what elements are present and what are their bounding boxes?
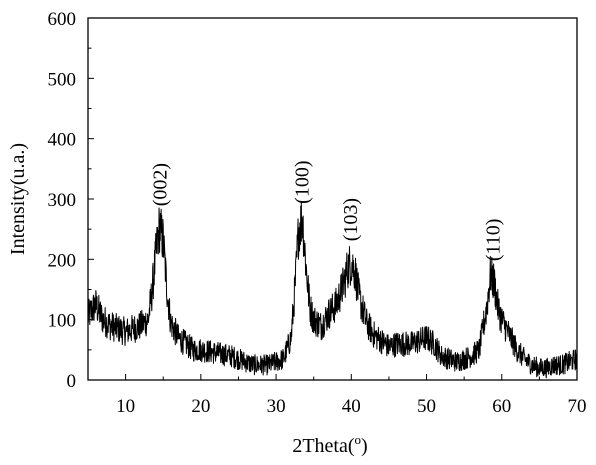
x-tick-label: 10 — [116, 396, 135, 417]
x-tick-label: 70 — [568, 396, 587, 417]
x-axis-title-degree: o — [355, 432, 362, 447]
x-axis-title: 2Theta(o) — [292, 432, 367, 457]
peak-label-group: (002) (100) (103) (110) — [149, 160, 504, 261]
peak-label: (103) — [340, 198, 362, 241]
x-tick-label: 40 — [342, 396, 361, 417]
y-tick-label: 500 — [48, 69, 77, 90]
peak-label: (110) — [483, 219, 505, 262]
x-axis-title-close: ) — [361, 435, 368, 457]
series-line — [87, 200, 578, 379]
y-tick-label: 400 — [48, 130, 77, 151]
x-tick-label: 60 — [492, 396, 511, 417]
x-tick-label: 20 — [191, 396, 210, 417]
x-tick-label: 30 — [267, 396, 286, 417]
peak-label: (100) — [292, 160, 314, 203]
peak-label: (002) — [149, 163, 171, 206]
plot-frame — [87, 17, 578, 381]
tick-label-group: 10 20 30 40 50 60 70 0 100 200 300 400 500 600 — [48, 9, 587, 417]
y-tick-label: 0 — [67, 371, 77, 392]
y-axis-title: Intensity(u.a.) — [7, 143, 29, 255]
x-tick-label: 50 — [417, 396, 436, 417]
x-axis-title-main: 2Theta( — [292, 435, 355, 457]
y-tick-label: 600 — [48, 9, 77, 30]
y-tick-label: 200 — [48, 250, 77, 271]
y-tick-label: 100 — [48, 311, 77, 332]
y-tick-label: 300 — [48, 190, 77, 211]
